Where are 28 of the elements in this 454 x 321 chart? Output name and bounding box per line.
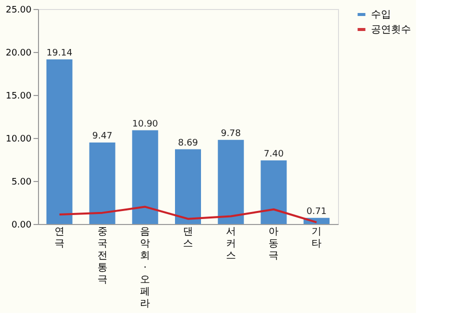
bar (175, 149, 201, 224)
data-label: 9.47 (92, 132, 112, 142)
data-label: 10.90 (132, 119, 158, 130)
data-label: 8.69 (178, 138, 198, 148)
legend-label: 공연횟수 (371, 24, 411, 36)
data-label: 7.40 (264, 149, 284, 160)
y-tick-label: 10.00 (6, 134, 32, 144)
x-tick-label: 댄스 (183, 226, 193, 250)
bar (218, 140, 244, 224)
y-tick-label: 15.00 (6, 92, 32, 102)
x-tick-label: 중국전통극 (97, 226, 108, 286)
bar (89, 142, 116, 224)
data-label: 19.14 (46, 48, 73, 58)
x-tick-label: 아동극 (268, 226, 279, 262)
x-tick-label: 음악회·오페라 (140, 226, 150, 310)
bar (46, 59, 72, 224)
x-tick-label: 기타 (312, 226, 322, 250)
x-tick-label: 연극 (54, 226, 64, 250)
y-tick-label: 5.00 (11, 178, 32, 188)
data-label: 9.78 (220, 128, 242, 139)
x-tick-label: 서커스 (226, 226, 236, 262)
bar (132, 130, 158, 224)
bar (260, 160, 287, 224)
y-tick-label: 25.00 (6, 6, 32, 16)
data-label: 0.71 (306, 206, 327, 217)
y-tick-label: 20.00 (6, 48, 32, 58)
y-tick-label: 0.00 (11, 220, 32, 230)
legend-label: 수입 (371, 10, 391, 20)
